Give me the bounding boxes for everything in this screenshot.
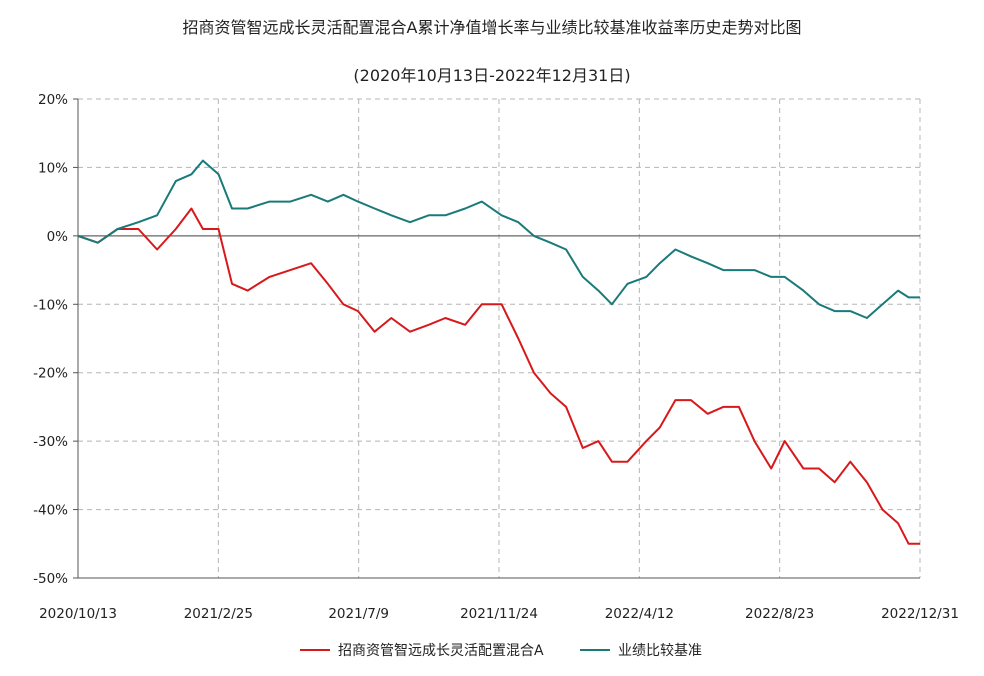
legend-item-fund: 招商资管智远成长灵活配置混合A xyxy=(300,640,544,660)
y-tick-label: -20% xyxy=(33,366,68,382)
legend: 招商资管智远成长灵活配置混合A 业绩比较基准 xyxy=(0,640,984,664)
x-tick-label: 2021/2/25 xyxy=(184,606,253,622)
x-tick-label: 2020/10/13 xyxy=(39,606,117,622)
x-tick-label: 2022/4/12 xyxy=(605,606,674,622)
legend-item-benchmark: 业绩比较基准 xyxy=(580,640,702,660)
x-tick-label: 2022/12/31 xyxy=(881,606,959,622)
legend-label-benchmark: 业绩比较基准 xyxy=(618,643,702,659)
y-tick-label: -40% xyxy=(33,503,68,519)
y-tick-label: 0% xyxy=(47,229,69,245)
x-tick-label: 2021/7/9 xyxy=(328,606,389,622)
legend-label-fund: 招商资管智远成长灵活配置混合A xyxy=(338,643,544,659)
legend-swatch-fund xyxy=(300,649,330,651)
x-tick-label: 2022/8/23 xyxy=(745,606,814,622)
y-tick-label: -30% xyxy=(33,434,68,450)
x-tick-label: 2021/11/24 xyxy=(460,606,538,622)
chart-subtitle: (2020年10月13日-2022年12月31日) xyxy=(353,66,631,85)
y-tick-label: 20% xyxy=(38,92,68,108)
series-line-benchmark xyxy=(77,159,920,319)
series-line-fund xyxy=(77,207,920,545)
chart-title: 招商资管智远成长灵活配置混合A累计净值增长率与业绩比较基准收益率历史走势对比图 xyxy=(182,18,802,37)
y-tick-label: -50% xyxy=(33,571,68,587)
y-tick-label: 10% xyxy=(38,160,68,176)
legend-swatch-benchmark xyxy=(580,649,610,651)
y-tick-label: -10% xyxy=(33,297,68,313)
